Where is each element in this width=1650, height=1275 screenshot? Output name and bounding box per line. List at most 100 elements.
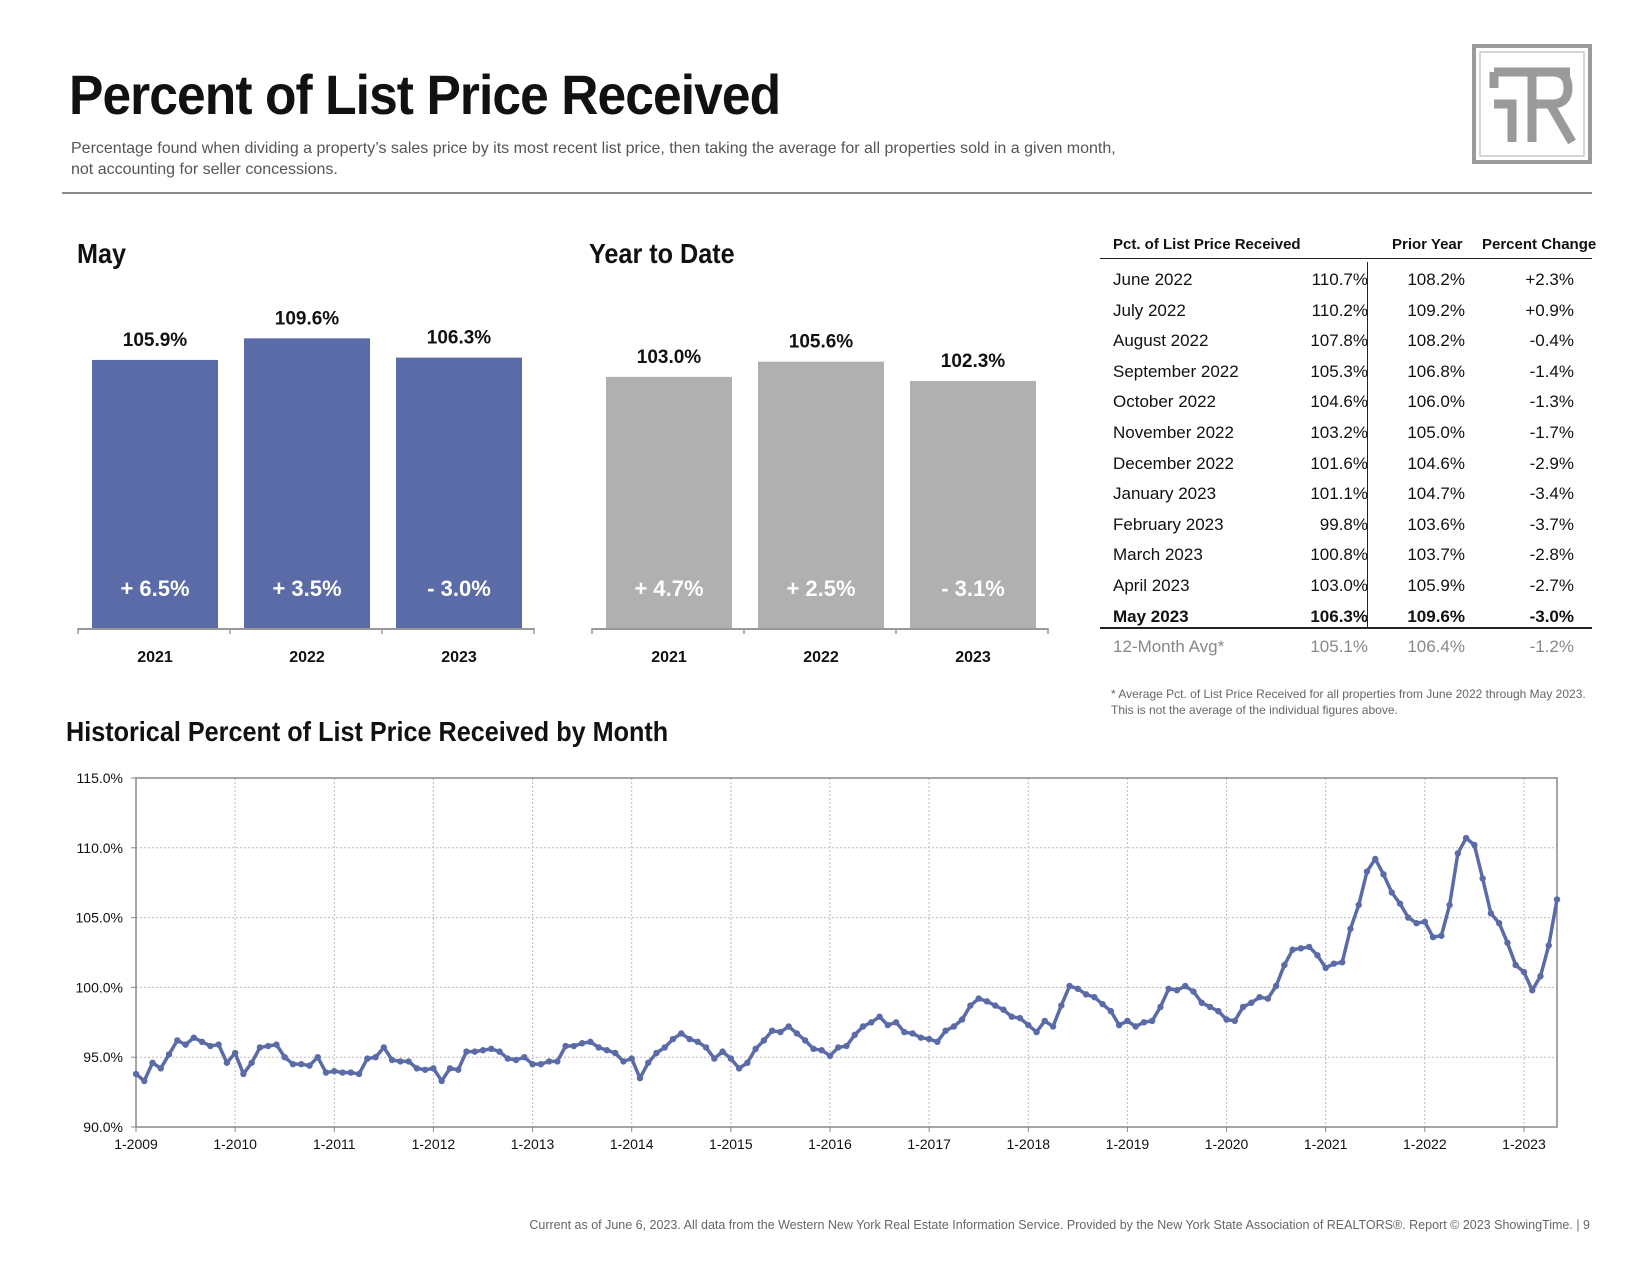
- data-point: [545, 1058, 553, 1065]
- data-point: [1355, 901, 1362, 909]
- table-top-rule: [1100, 258, 1592, 259]
- data-point: [1272, 982, 1280, 990]
- data-point: [826, 1052, 834, 1060]
- data-point: [958, 1016, 966, 1023]
- data-point: [223, 1059, 231, 1066]
- table-cell-month: August 2022: [1113, 331, 1209, 351]
- data-point: [421, 1066, 429, 1073]
- data-point: [1421, 918, 1429, 925]
- data-point: [801, 1037, 809, 1044]
- data-point: [1107, 1007, 1115, 1015]
- table-row: June 2022 110.7% 108.2% +2.3%: [1110, 268, 1592, 298]
- table-cell-prior-year: 106.8%: [1407, 361, 1465, 381]
- table-cell-percent-change: +2.3%: [1525, 270, 1574, 289]
- data-point: [1256, 993, 1263, 1001]
- data-point: [347, 1069, 355, 1076]
- table-cell-percent-change: -2.8%: [1529, 545, 1574, 565]
- data-point: [983, 998, 991, 1005]
- data-point: [686, 1035, 693, 1043]
- ytd-change-label: + 4.7%: [634, 576, 703, 601]
- table-row: July 2022 110.2% 109.2% +0.9%: [1110, 299, 1592, 329]
- data-point: [1041, 1017, 1048, 1025]
- data-point: [430, 1065, 437, 1072]
- data-point: [859, 1023, 867, 1030]
- data-point: [1239, 1003, 1247, 1011]
- x-tick-label: 1-2015: [709, 1136, 753, 1152]
- table-header-label: Pct. of List Price Received: [1113, 236, 1301, 253]
- data-point: [645, 1059, 652, 1066]
- data-point: [603, 1047, 611, 1054]
- ytd-change-label: - 3.1%: [941, 576, 1005, 601]
- data-point: [901, 1028, 908, 1036]
- data-point: [1504, 939, 1511, 946]
- data-point: [578, 1040, 586, 1047]
- table-cell-value: 110.7%: [1311, 270, 1368, 289]
- data-point: [1173, 986, 1181, 994]
- may-bar-chart: 105.9% + 6.5% 2021 109.6% + 3.5% 2022 106.3% - …: [77, 308, 535, 666]
- y-tick-label: 105.0%: [76, 910, 123, 926]
- data-point: [1248, 999, 1255, 1006]
- table-cell-value: 105.3%: [1310, 361, 1368, 381]
- data-point: [306, 1062, 313, 1069]
- table-bottom-rule: [1100, 627, 1592, 629]
- page-title: Percent of List Price Received: [69, 63, 781, 126]
- may-change-label: - 3.0%: [427, 576, 491, 601]
- data-point: [1529, 986, 1536, 994]
- data-point: [141, 1077, 148, 1085]
- data-point: [264, 1042, 272, 1050]
- data-point: [273, 1041, 280, 1048]
- data-point: [537, 1060, 545, 1068]
- may-value-label: 105.9%: [123, 330, 188, 351]
- data-point: [215, 1041, 222, 1048]
- ytd-chart-title: Year to Date: [589, 238, 735, 269]
- table-cell-percent-change: -1.4%: [1529, 361, 1574, 381]
- table-cell-prior-year: 106.4%: [1407, 637, 1465, 657]
- data-point: [165, 1051, 173, 1058]
- data-point: [1264, 995, 1272, 1002]
- table-cell-value: 106.3%: [1310, 606, 1368, 626]
- data-point: [512, 1056, 520, 1064]
- data-point: [1495, 919, 1503, 927]
- data-point: [1314, 952, 1321, 959]
- data-point: [777, 1028, 784, 1036]
- may-bar: [244, 338, 370, 628]
- data-point: [909, 1030, 916, 1037]
- data-point: [496, 1048, 503, 1055]
- data-point: [149, 1059, 156, 1066]
- table-row: March 2023 100.8% 103.7% -2.8%: [1110, 543, 1592, 573]
- data-point: [372, 1054, 379, 1061]
- data-point: [1099, 1000, 1106, 1008]
- table-row: October 2022 104.6% 106.0% -1.3%: [1110, 390, 1592, 420]
- data-point: [760, 1037, 768, 1044]
- data-point: [1289, 946, 1296, 953]
- data-point: [1206, 1003, 1214, 1011]
- x-tick-label: 1-2022: [1403, 1136, 1447, 1152]
- data-point: [727, 1055, 735, 1062]
- data-point: [289, 1060, 297, 1068]
- data-point: [1215, 1007, 1222, 1015]
- data-point: [1182, 982, 1189, 990]
- data-point: [570, 1042, 578, 1050]
- table-cell-percent-change: +0.9%: [1525, 300, 1574, 320]
- data-point: [1405, 914, 1412, 921]
- data-point: [636, 1074, 644, 1082]
- table-cell-value: 107.8%: [1310, 331, 1368, 351]
- may-category-label: 2023: [441, 649, 477, 666]
- may-value-label: 109.6%: [275, 308, 340, 329]
- table-cell-prior-year: 103.7%: [1407, 545, 1465, 565]
- ytd-category-label: 2021: [651, 649, 687, 666]
- table-cell-value: 104.6%: [1310, 392, 1368, 412]
- table-cell-value: 103.2%: [1310, 423, 1368, 442]
- data-point: [595, 1044, 602, 1051]
- data-point: [521, 1054, 528, 1061]
- data-point: [1140, 1019, 1148, 1026]
- data-point: [818, 1047, 825, 1054]
- table-cell-month: May 2023: [1113, 606, 1189, 626]
- data-point: [1471, 841, 1478, 849]
- table-cell-prior-year: 109.6%: [1407, 606, 1465, 626]
- data-point: [785, 1023, 792, 1030]
- data-point: [752, 1045, 759, 1053]
- data-point: [471, 1048, 478, 1055]
- table-cell-prior-year: 109.2%: [1407, 300, 1465, 320]
- table-row: February 2023 99.8% 103.6% -3.7%: [1110, 513, 1592, 543]
